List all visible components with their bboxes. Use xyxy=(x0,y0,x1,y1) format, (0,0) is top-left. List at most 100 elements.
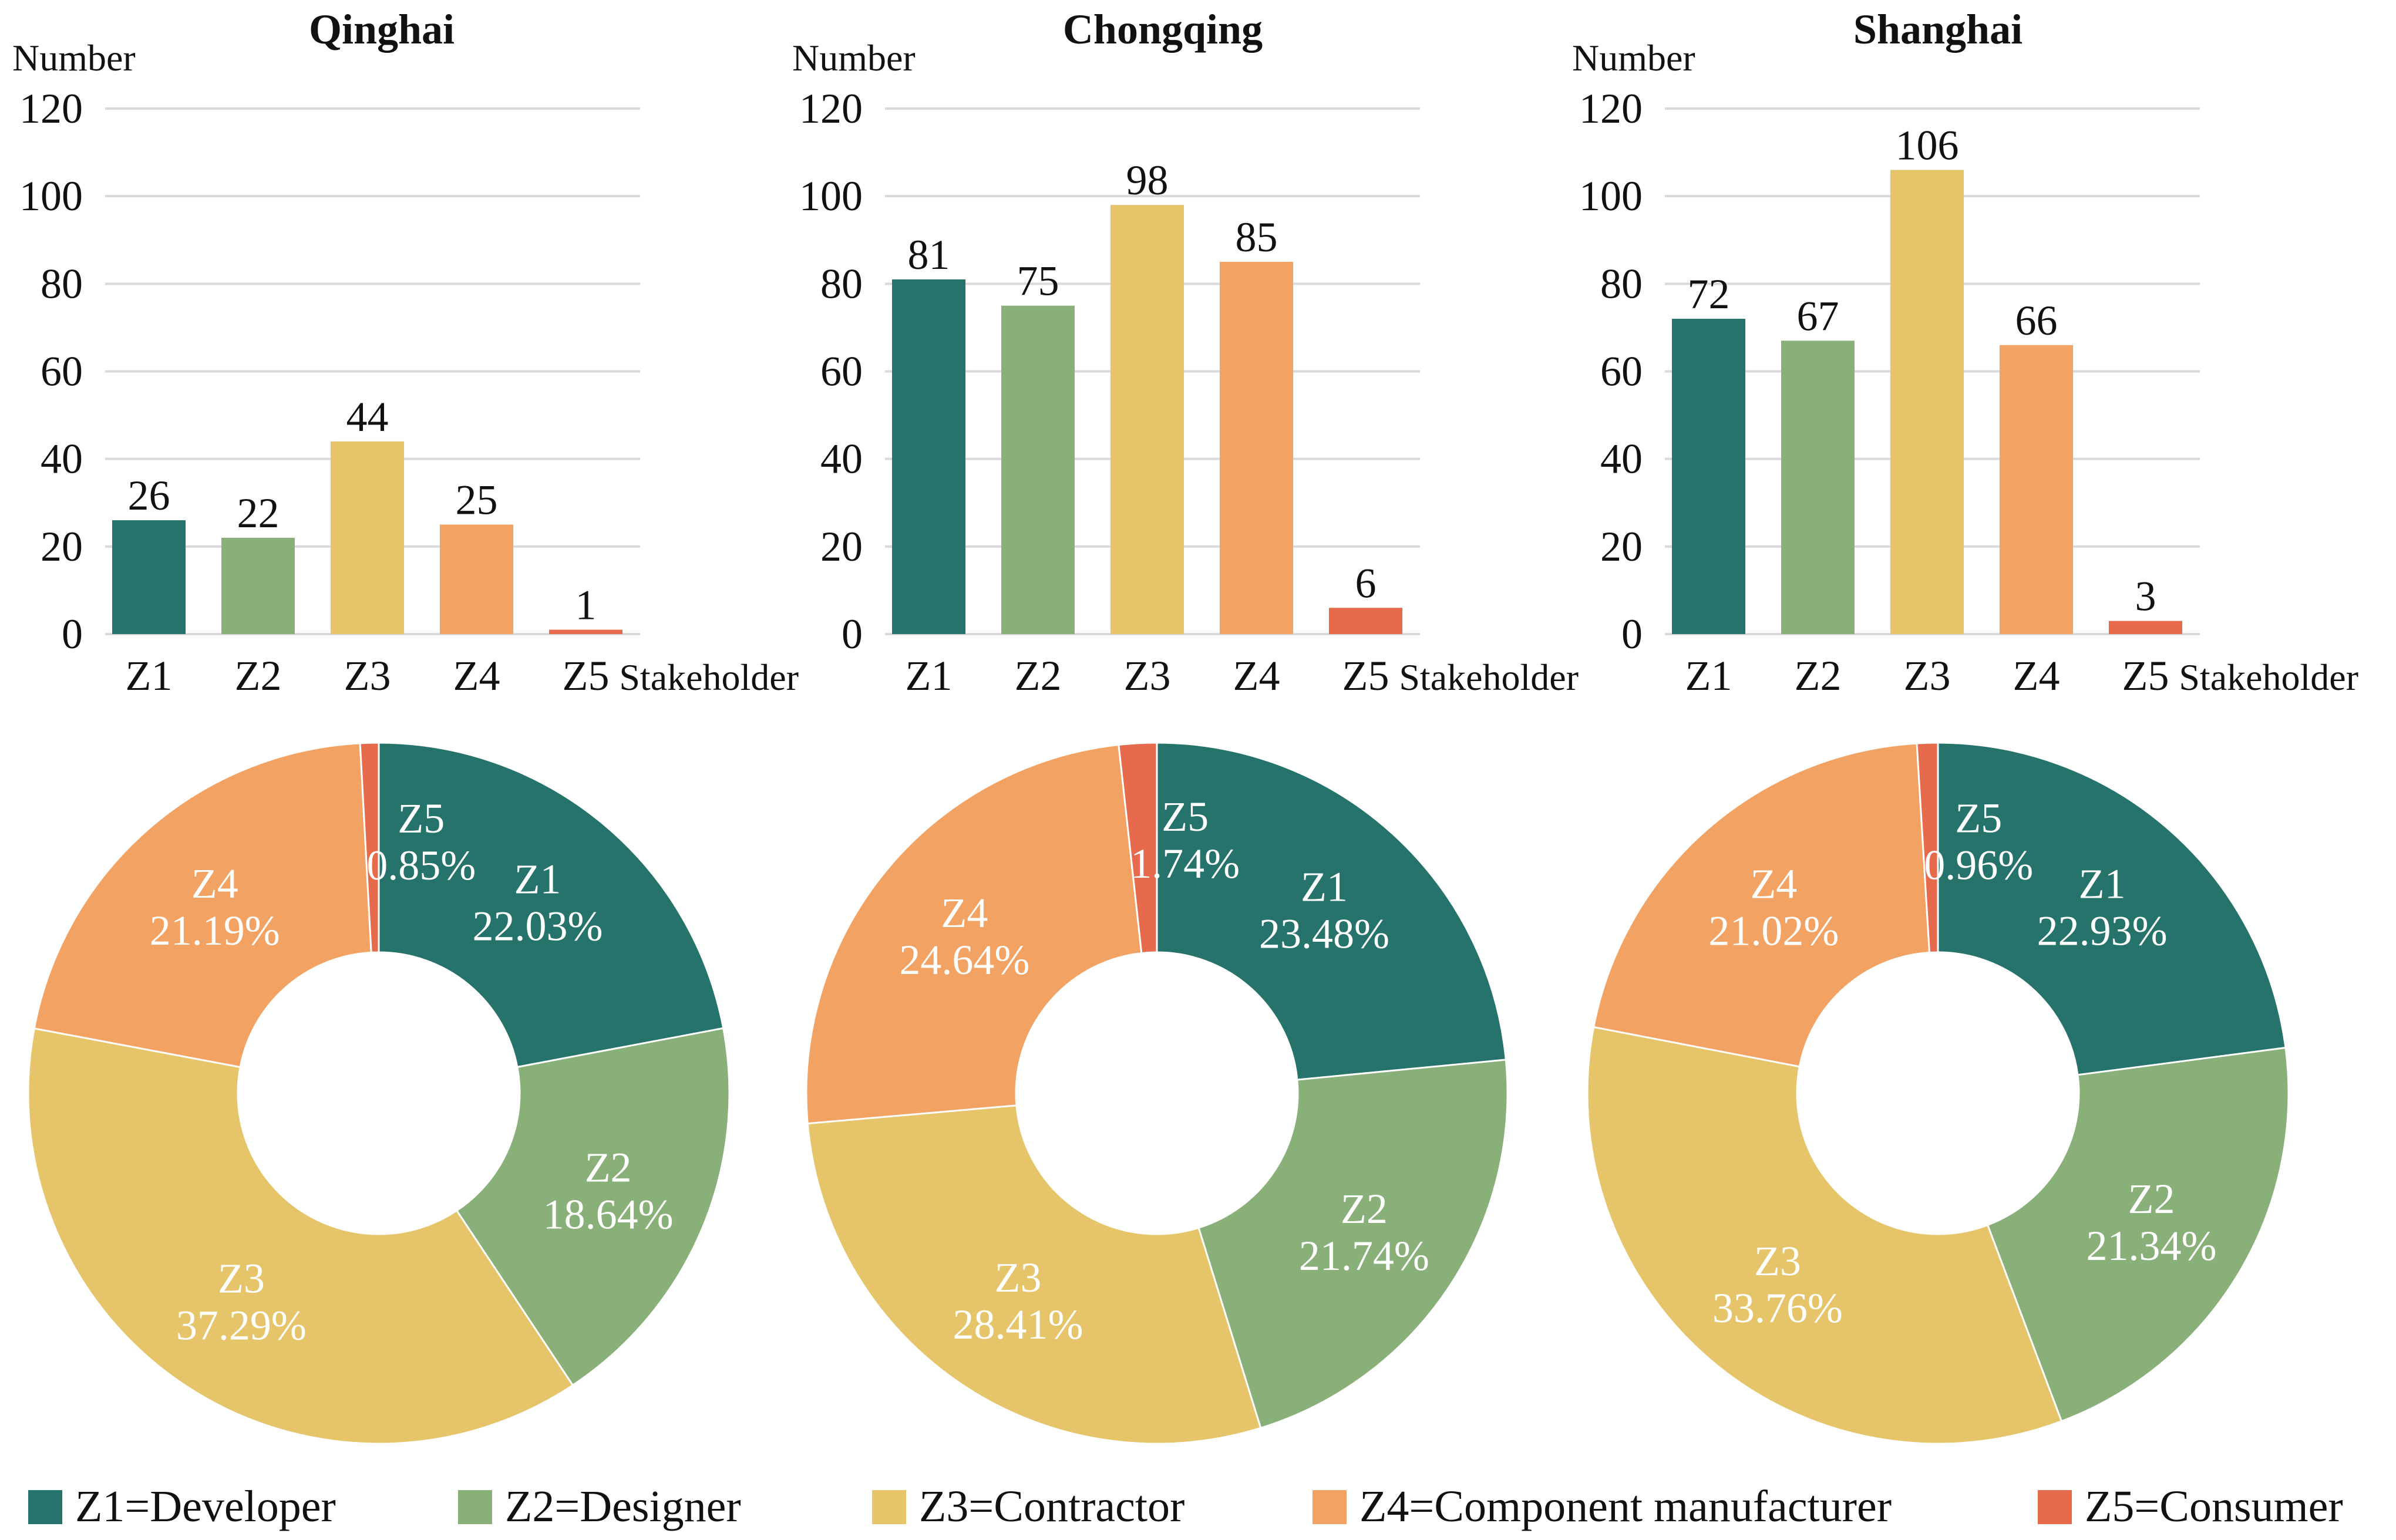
bar-value-label: 25 xyxy=(456,477,498,524)
y-tick-label: 120 xyxy=(19,85,83,132)
x-tick-label: Z5 xyxy=(563,652,610,699)
bar-chart-chongqing: 0 20 40 60 80 100 120 Number Chongqing Stakeholde… xyxy=(792,6,1579,699)
y-tick-label: 40 xyxy=(820,436,863,483)
bar-value-label: 22 xyxy=(237,490,280,537)
bar-z2 xyxy=(1001,305,1075,634)
slice-category-label: Z5 xyxy=(1162,793,1209,840)
bar-value-label: 26 xyxy=(128,472,170,519)
x-tick-label: Z2 xyxy=(1015,652,1062,699)
bar-z3 xyxy=(331,441,404,634)
slice-category-label: Z1 xyxy=(514,856,561,903)
slice-percent-label: 1.74% xyxy=(1130,840,1240,887)
slice-category-label: Z3 xyxy=(218,1255,265,1302)
slice-category-label: Z1 xyxy=(2079,860,2126,907)
bar-value-label: 3 xyxy=(2135,573,2156,620)
bar-z4 xyxy=(1220,262,1293,635)
slice-category-label: Z5 xyxy=(1955,795,2002,842)
slice-z4 xyxy=(805,743,1143,1125)
bar-value-label: 75 xyxy=(1017,258,1059,305)
slice-category-label: Z4 xyxy=(1750,861,1797,908)
panel-title: Shanghai xyxy=(1853,6,2023,53)
x-axis-label: Stakeholder xyxy=(619,656,799,698)
slice-z4 xyxy=(1592,742,1931,1068)
bar-z3 xyxy=(1890,170,1964,635)
y-tick-label: 0 xyxy=(842,611,863,658)
x-tick-label: Z1 xyxy=(126,652,173,699)
legend-swatch-z5 xyxy=(2038,1490,2072,1524)
slice-category-label: Z4 xyxy=(941,889,988,936)
bar-value-label: 106 xyxy=(1896,122,1959,169)
slice-category-label: Z3 xyxy=(1754,1238,1801,1285)
slice-z1 xyxy=(1156,742,1507,1081)
slice-z1 xyxy=(378,742,725,1069)
bar-value-label: 72 xyxy=(1688,271,1730,318)
bar-value-label: 67 xyxy=(1797,292,1839,339)
y-tick-label: 20 xyxy=(1600,523,1643,570)
bar-z2 xyxy=(1781,341,1855,634)
bar-value-label: 66 xyxy=(2015,297,2058,344)
x-tick-label: Z4 xyxy=(1233,652,1280,699)
y-tick-label: 120 xyxy=(1579,85,1643,132)
slice-percent-label: 21.19% xyxy=(150,907,280,954)
slice-percent-label: 24.64% xyxy=(899,936,1029,983)
bar-value-label: 81 xyxy=(908,231,950,278)
slice-z5 xyxy=(359,742,380,953)
slice-category-label: Z2 xyxy=(585,1144,632,1191)
legend-swatch-z3 xyxy=(872,1490,906,1524)
bar-value-label: 44 xyxy=(346,393,389,440)
bar-z1 xyxy=(112,520,186,634)
bar-chart-qinghai: 0 20 40 60 80 100 120 Number Qinghai Stakeholder 2… xyxy=(12,6,799,699)
slice-z3 xyxy=(806,1104,1262,1445)
slice-z4 xyxy=(33,742,372,1069)
x-tick-label: Z2 xyxy=(235,652,282,699)
slice-percent-label: 28.41% xyxy=(953,1301,1083,1348)
y-tick-label: 80 xyxy=(41,260,83,307)
slice-z2 xyxy=(1986,1046,2290,1423)
slice-z5 xyxy=(1916,742,1939,954)
x-tick-label: Z1 xyxy=(906,652,953,699)
y-tick-label: 20 xyxy=(41,523,83,570)
legend-item-z3: Z3=Contractor xyxy=(919,1482,1184,1531)
y-tick-label: 60 xyxy=(820,348,863,395)
x-tick-label: Z4 xyxy=(453,652,500,699)
slice-category-label: Z1 xyxy=(1301,863,1348,910)
bar-value-label: 85 xyxy=(1236,214,1278,261)
y-tick-label: 40 xyxy=(41,436,83,483)
x-tick-label: Z2 xyxy=(1795,652,1842,699)
x-tick-label: Z3 xyxy=(344,652,391,699)
y-tick-label: 100 xyxy=(799,173,863,220)
bar-z3 xyxy=(1110,205,1184,634)
y-tick-label: 80 xyxy=(820,260,863,307)
x-tick-label: Z1 xyxy=(1685,652,1732,699)
slice-percent-label: 21.34% xyxy=(2087,1222,2217,1269)
x-tick-label: Z5 xyxy=(2122,652,2169,699)
y-tick-label: 100 xyxy=(1579,173,1643,220)
bar-z5 xyxy=(549,629,622,634)
bar-z4 xyxy=(440,524,513,634)
bar-value-label: 1 xyxy=(576,582,597,629)
slice-category-label: Z2 xyxy=(1341,1185,1388,1232)
slice-percent-label: 18.64% xyxy=(543,1191,674,1238)
x-axis-label: Stakeholder xyxy=(1399,656,1579,698)
y-tick-label: 60 xyxy=(1600,348,1643,395)
slice-percent-label: 22.93% xyxy=(2037,907,2168,954)
panel-title: Qinghai xyxy=(309,6,455,53)
x-tick-label: Z3 xyxy=(1904,652,1951,699)
bar-z1 xyxy=(1672,319,1745,634)
bar-z2 xyxy=(221,537,295,634)
slice-percent-label: 0.85% xyxy=(366,842,476,889)
bar-value-label: 98 xyxy=(1126,157,1169,204)
y-tick-label: 60 xyxy=(41,348,83,395)
x-tick-label: Z5 xyxy=(1342,652,1389,699)
legend-swatch-z2 xyxy=(458,1490,492,1524)
x-axis-label: Stakeholder xyxy=(2179,656,2358,698)
y-tick-label: 0 xyxy=(62,611,83,658)
bar-z5 xyxy=(2109,621,2182,634)
y-tick-label: 40 xyxy=(1600,436,1643,483)
legend-item-z4: Z4=Component manufacturer xyxy=(1359,1482,1892,1531)
slice-category-label: Z3 xyxy=(995,1254,1042,1301)
legend-item-z1: Z1=Developer xyxy=(75,1482,336,1531)
